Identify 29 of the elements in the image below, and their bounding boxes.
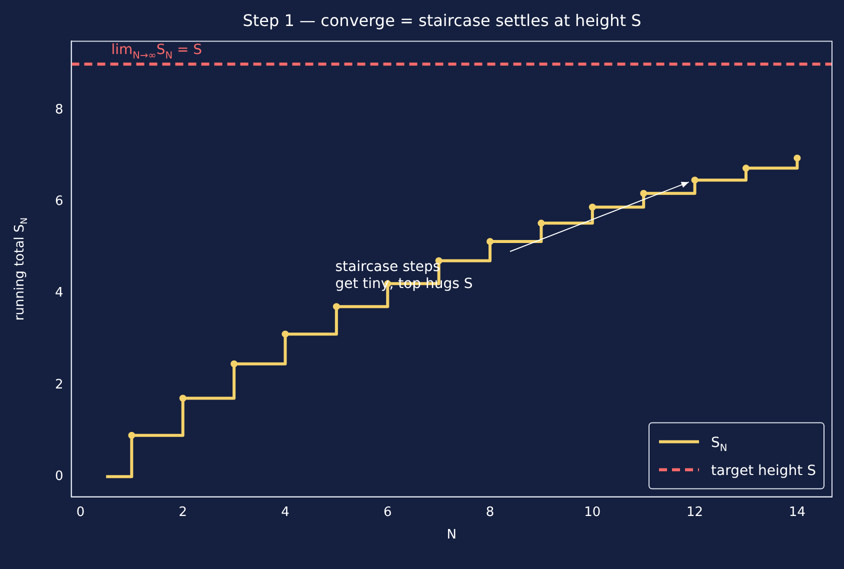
x-axis-title: N [446, 528, 457, 543]
y-tick-label: 4 [54, 286, 64, 301]
x-tick-label: 6 [384, 504, 392, 520]
chart-title: Step 1 — converge = staircase settles at height S [242, 10, 642, 30]
x-tick-label: 10 [584, 504, 601, 520]
point [691, 176, 698, 184]
point [128, 432, 136, 439]
point [742, 164, 750, 172]
point [538, 220, 545, 227]
legend-label: target height S [711, 462, 816, 479]
point [332, 303, 340, 310]
x-tick-label: 4 [281, 504, 290, 520]
point [588, 204, 596, 211]
point [486, 238, 494, 245]
y-tick-label: 0 [54, 469, 64, 484]
y-tick-label: 6 [54, 194, 64, 209]
y-tick-label: 2 [54, 377, 64, 392]
x-tick-label: 8 [486, 504, 494, 520]
x-tick-label: 2 [178, 504, 188, 520]
point [794, 154, 801, 162]
x-tick-label: 14 [788, 504, 806, 520]
point [179, 394, 186, 402]
point [640, 190, 648, 197]
x-tick-label: 0 [76, 504, 85, 520]
point [230, 360, 238, 368]
y-axis-title: running total SN [12, 217, 30, 321]
point [282, 330, 289, 338]
x-tick-label: 12 [686, 504, 704, 520]
y-tick-label: 8 [54, 102, 64, 118]
